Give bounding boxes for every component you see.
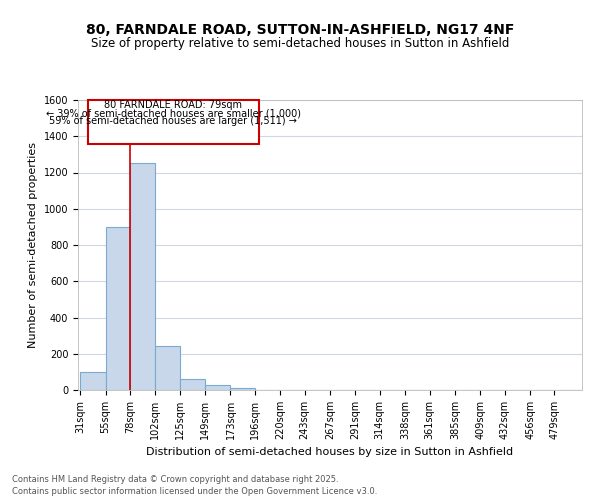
- Bar: [205, 386, 230, 390]
- Bar: [230, 388, 255, 390]
- Bar: [130, 164, 155, 390]
- Text: 80, FARNDALE ROAD, SUTTON-IN-ASHFIELD, NG17 4NF: 80, FARNDALE ROAD, SUTTON-IN-ASHFIELD, N…: [86, 22, 514, 36]
- Text: ← 39% of semi-detached houses are smaller (1,000): ← 39% of semi-detached houses are smalle…: [46, 108, 301, 118]
- Bar: [106, 227, 130, 390]
- Y-axis label: Number of semi-detached properties: Number of semi-detached properties: [28, 142, 38, 348]
- Text: Contains public sector information licensed under the Open Government Licence v3: Contains public sector information licen…: [12, 486, 377, 496]
- Bar: [155, 346, 179, 390]
- Text: Contains HM Land Registry data © Crown copyright and database right 2025.: Contains HM Land Registry data © Crown c…: [12, 476, 338, 484]
- Bar: [80, 372, 106, 390]
- Bar: [179, 379, 205, 390]
- Text: Size of property relative to semi-detached houses in Sutton in Ashfield: Size of property relative to semi-detach…: [91, 38, 509, 51]
- Text: 59% of semi-detached houses are larger (1,511) →: 59% of semi-detached houses are larger (…: [49, 116, 297, 126]
- X-axis label: Distribution of semi-detached houses by size in Sutton in Ashfield: Distribution of semi-detached houses by …: [146, 448, 514, 458]
- Text: 80 FARNDALE ROAD: 79sqm: 80 FARNDALE ROAD: 79sqm: [104, 100, 242, 110]
- Bar: [88, 100, 259, 144]
